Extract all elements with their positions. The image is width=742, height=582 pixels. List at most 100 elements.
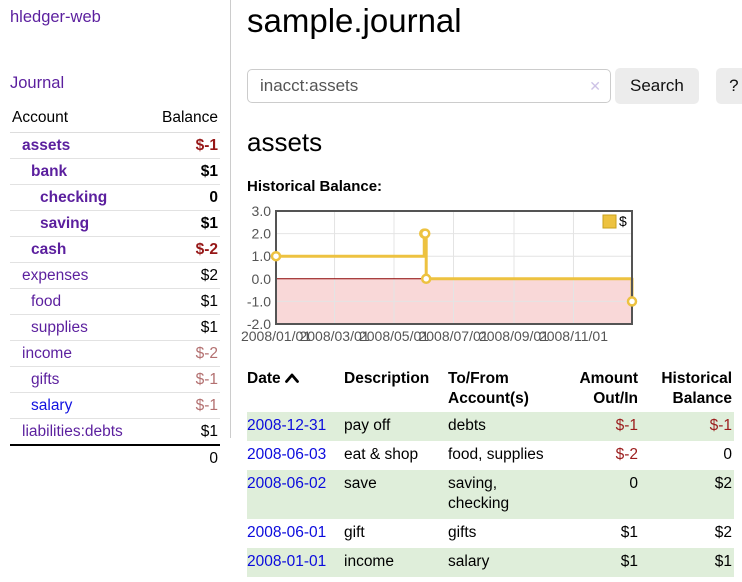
register-header-row: Date Description To/From Account(s) Amou… [247,366,734,412]
register-col-date-label: Date [247,370,281,387]
svg-text:2008/05/01: 2008/05/01 [359,328,429,344]
account-link-salary[interactable]: salary [31,397,73,414]
register-row: 2008-06-01 gift gifts $1 $2 [247,519,734,548]
svg-text:-1.0: -1.0 [247,293,271,309]
account-balance: $1 [147,210,220,237]
account-balance: $2 [147,262,220,289]
account-row-bank: bank $1 [10,158,220,185]
account-balance: $-2 [147,340,220,367]
sidebar: hledger-web Journal Account Balance asse… [0,0,231,582]
transaction-date-link[interactable]: 2008-06-02 [247,475,327,492]
svg-text:2008/03/01: 2008/03/01 [299,328,369,344]
transaction-accounts: salary [448,548,560,577]
accounts-table: Account Balance assets $-1 bank $1 checkin… [10,106,220,471]
search-input[interactable] [247,69,611,103]
account-balance: 0 [147,184,220,211]
register-col-description: Description [344,370,430,387]
transaction-amount: $1 [560,548,640,577]
historical-balance-chart: 3.0 2.0 1.0 0.0 -1.0 -2.0 2008/01/01 2008/03/01… [241,203,742,352]
account-balance: $-1 [147,392,220,419]
account-row-checking: checking 0 [10,184,220,211]
account-link-liabilities-debts[interactable]: liabilities:debts [22,423,123,440]
register-row: 2008-01-01 income salary $1 $1 [247,548,734,577]
svg-text:2008/07/01: 2008/07/01 [418,328,488,344]
transaction-description: save [344,470,448,519]
account-balance: $1 [147,158,220,185]
account-balance: $-1 [147,132,220,159]
transaction-date-link[interactable]: 2008-12-31 [247,417,327,434]
account-balance: $1 [147,314,220,341]
account-balance: $-2 [147,236,220,263]
transaction-description: eat & shop [344,446,419,463]
sidebar-divider [230,0,231,438]
account-row-expenses: expenses $2 [10,262,220,289]
accounts-col-balance: Balance [147,106,220,133]
accounts-total-balance: 0 [147,444,220,471]
chart-title: Historical Balance: [247,178,383,195]
account-row-income: income $-2 [10,340,220,367]
account-link-supplies[interactable]: supplies [31,319,88,336]
register-row: 2008-12-31 pay off debts $-1 $-1 [247,412,734,441]
transaction-date-link[interactable]: 2008-06-03 [247,446,327,463]
svg-text:2.0: 2.0 [252,226,272,242]
help-button[interactable]: ? [715,68,742,104]
accounts-header-row: Account Balance [10,106,220,133]
account-row-liabilities-debts: liabilities:debts $1 [10,418,220,446]
account-row-gifts: gifts $-1 [10,366,220,393]
register-col-balance: Historical Balance [661,370,732,407]
transaction-date-link[interactable]: 2008-06-01 [247,524,327,541]
accounts-col-account: Account [10,106,148,133]
account-heading: assets [247,127,323,157]
svg-text:2008/01/01: 2008/01/01 [241,328,311,344]
account-balance: $1 [147,418,220,446]
svg-text:3.0: 3.0 [252,203,272,219]
search-input-wrap: ✕ [247,69,611,103]
account-link-income[interactable]: income [22,345,72,362]
transaction-description: income [344,548,448,577]
transaction-balance: 0 [723,446,732,463]
transaction-accounts: gifts [448,524,477,541]
svg-text:2008/09/01: 2008/09/01 [479,328,549,344]
account-link-gifts[interactable]: gifts [31,371,60,388]
transaction-date-link[interactable]: 2008-01-01 [247,553,327,570]
account-link-food[interactable]: food [31,293,62,310]
account-link-checking[interactable]: checking [40,189,108,206]
transaction-amount: 0 [560,470,640,519]
search-form: ✕ Search ? [247,68,742,104]
account-row-cash: cash $-2 [10,236,220,263]
transaction-accounts: food, supplies [448,446,544,463]
account-balance: $1 [147,288,220,315]
account-link-bank[interactable]: bank [31,163,68,180]
transaction-balance: $-1 [640,412,734,441]
register-col-accounts: To/From Account(s) [448,370,529,407]
transaction-description: pay off [344,412,448,441]
accounts-total-row: 0 [10,444,220,471]
svg-text:-2.0: -2.0 [247,316,271,332]
transaction-balance: $2 [640,470,734,519]
account-link-cash[interactable]: cash [31,241,67,258]
register-table: Date Description To/From Account(s) Amou… [247,366,734,577]
account-row-salary: salary $-1 [10,392,220,419]
app-title-link[interactable]: hledger-web [10,8,101,26]
sidebar-item-journal[interactable]: Journal [10,74,65,92]
transaction-amount: $-1 [560,412,640,441]
svg-text:0.0: 0.0 [252,271,272,287]
account-link-expenses[interactable]: expenses [22,267,89,284]
register-row: 2008-06-03 eat & shop food, supplies $-2… [247,441,734,470]
transaction-balance: $1 [640,548,734,577]
svg-text:$: $ [619,213,627,229]
account-link-saving[interactable]: saving [40,215,90,232]
page-title: sample.journal [247,2,462,39]
account-row-food: food $1 [10,288,220,315]
sort-ascending-icon [284,373,299,383]
account-row-supplies: supplies $1 [10,314,220,341]
account-link-assets[interactable]: assets [22,137,71,154]
svg-text:1.0: 1.0 [252,248,272,264]
search-button[interactable]: Search [615,68,699,104]
register-row: 2008-06-02 save saving, checking 0 $2 [247,470,734,519]
register-col-date[interactable]: Date [247,366,344,412]
account-balance: $-1 [147,366,220,393]
transaction-accounts: debts [448,412,560,441]
svg-text:2008/11/01: 2008/11/01 [539,328,608,344]
clear-search-icon[interactable]: ✕ [589,78,601,94]
